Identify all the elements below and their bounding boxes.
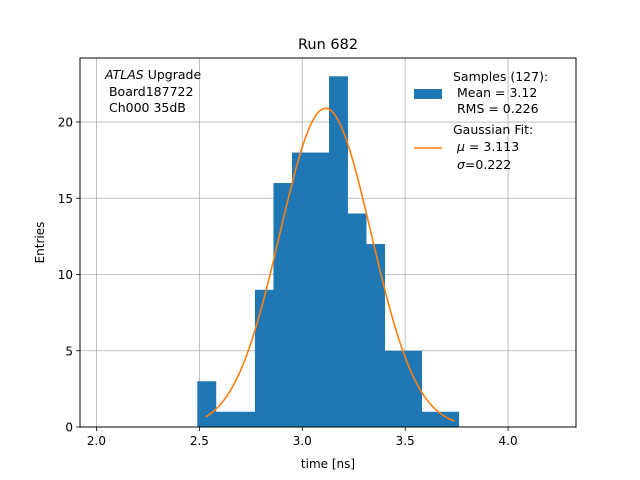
plot-frame <box>79 57 577 428</box>
y-tick-label: 20 <box>58 116 73 130</box>
y-tick-label: 5 <box>65 344 73 358</box>
x-tick-label: 3.0 <box>293 434 312 448</box>
legend-fit-mu: μ = 3.113 <box>456 139 519 154</box>
x-tick-label: 2.0 <box>87 434 106 448</box>
histogram-bar <box>291 152 311 428</box>
y-axis-label: Entries <box>33 222 47 264</box>
y-tick-label: 15 <box>58 192 73 206</box>
histogram-bars <box>197 76 460 428</box>
legend-fit-title: Gaussian Fit: <box>453 122 533 137</box>
histogram-bar <box>403 350 423 427</box>
histogram-bar <box>254 289 274 427</box>
x-tick-label: 3.5 <box>396 434 415 448</box>
annotation-atlas: ATLAS <box>104 67 144 82</box>
x-axis-ticks: 2.0 2.5 3.0 3.5 4.0 <box>87 427 518 448</box>
histogram-bar <box>310 152 330 428</box>
x-tick-label: 4.0 <box>499 434 518 448</box>
annotation-line-1: ATLAS Upgrade <box>104 67 201 82</box>
legend-sigma-value: =0.222 <box>465 157 511 172</box>
legend-samples-title: Samples (127): <box>453 69 548 84</box>
x-axis-label: time [ns] <box>301 457 355 471</box>
legend: Samples (127): Mean = 3.12 RMS = 0.226 G… <box>414 69 548 172</box>
legend-samples-swatch <box>414 89 442 99</box>
gaussian-fit-curve <box>205 107 455 422</box>
atlas-annotation: ATLAS Upgrade Board187722 Ch000 35dB <box>104 67 201 115</box>
chart-title: Run 682 <box>298 37 358 53</box>
legend-mu-value: = 3.113 <box>465 139 519 154</box>
histogram-bar <box>234 411 256 427</box>
annotation-channel: Ch000 35dB <box>105 100 186 115</box>
histogram-bar <box>347 213 367 427</box>
histogram-bar <box>384 350 404 427</box>
annotation-board: Board187722 <box>105 84 193 99</box>
legend-samples-mean: Mean = 3.12 <box>453 85 537 100</box>
histogram-bar <box>197 381 217 427</box>
y-axis-ticks: 0 5 10 15 20 <box>58 116 80 435</box>
histogram-bar <box>215 411 235 427</box>
histogram-bar <box>329 76 348 428</box>
y-tick-label: 10 <box>58 268 73 282</box>
legend-samples-rms: RMS = 0.226 <box>453 101 539 116</box>
histogram-bar <box>366 244 385 427</box>
x-tick-label: 2.5 <box>190 434 209 448</box>
annotation-upgrade: Upgrade <box>144 67 202 82</box>
y-tick-label: 0 <box>65 421 73 435</box>
gaussian-fit <box>205 107 455 422</box>
legend-mu-symbol: μ <box>456 139 465 154</box>
legend-fit-sigma: σ=0.222 <box>457 157 511 172</box>
legend-sigma-symbol: σ <box>457 157 466 172</box>
histogram-bar <box>421 411 441 427</box>
